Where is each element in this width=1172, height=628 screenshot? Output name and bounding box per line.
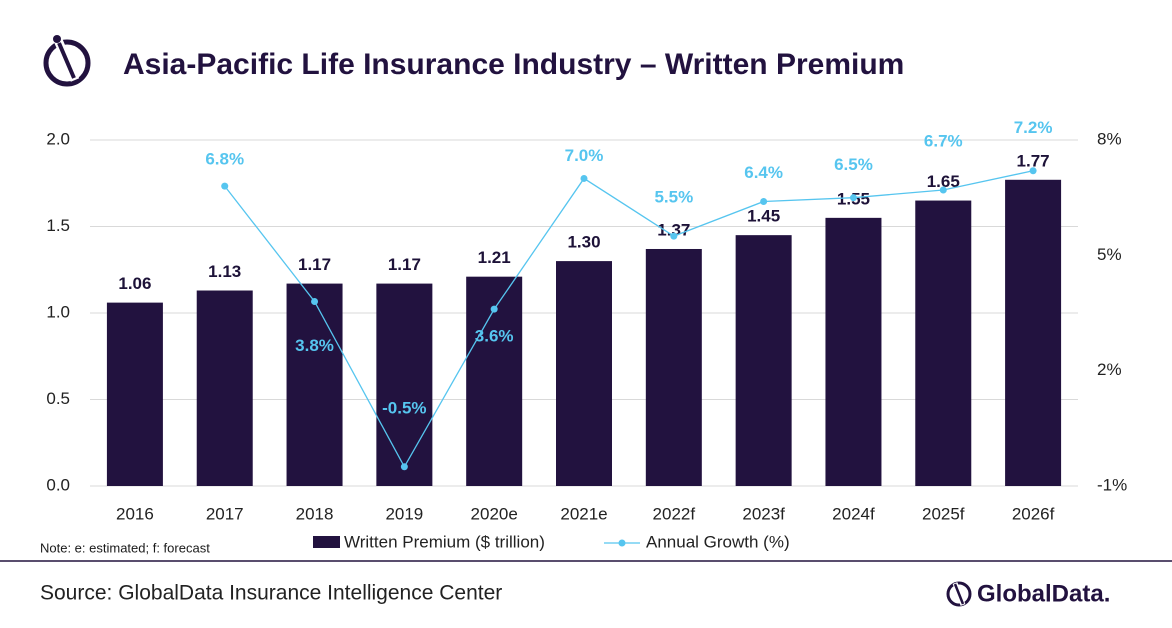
bar: [106, 302, 163, 486]
x-tick-label: 2026f: [1012, 504, 1055, 523]
brand: GlobalData.: [977, 580, 1110, 607]
growth-point: [490, 305, 498, 313]
bar: [1005, 179, 1062, 487]
growth-point: [1029, 167, 1037, 175]
chart-title: Asia-Pacific Life Insurance Industry – W…: [123, 48, 904, 81]
growth-label: 7.0%: [565, 146, 604, 165]
bar-value-label: 1.65: [927, 172, 960, 191]
growth-line: [224, 170, 1034, 469]
x-tick-label: 2023f: [742, 504, 785, 523]
growth-label: 5.5%: [654, 188, 693, 207]
growth-label: 7.2%: [1014, 118, 1053, 137]
bar: [376, 283, 433, 486]
growth-label: 3.8%: [295, 336, 334, 355]
x-tick-label: 2022f: [653, 504, 696, 523]
brand-logo: [946, 581, 972, 607]
bar: [286, 283, 343, 486]
bar-value-label: 1.21: [478, 248, 511, 267]
legend-label: Annual Growth (%): [646, 532, 790, 551]
y2-tick-label: 8%: [1097, 129, 1122, 148]
growth-label: -0.5%: [382, 398, 426, 417]
bar-value-label: 1.30: [567, 233, 600, 252]
x-tick-label: 2018: [296, 504, 334, 523]
bar-value-label: 1.37: [657, 220, 690, 239]
legend-label: Written Premium ($ trillion): [344, 532, 545, 551]
x-tick-label: 2020e: [471, 504, 518, 523]
x-tick-label: 2017: [206, 504, 244, 523]
bar: [556, 261, 612, 486]
growth-point: [760, 198, 768, 206]
bar-value-label: 1.45: [747, 207, 780, 226]
growth-label: 6.7%: [924, 131, 963, 150]
source: Source: GlobalData Insurance Intelligenc…: [40, 582, 502, 605]
y-tick-label: 0.5: [46, 389, 70, 408]
x-tick-label: 2019: [385, 504, 423, 523]
bar-value-label: 1.13: [208, 262, 241, 281]
y-tick-label: 1.0: [46, 302, 70, 321]
x-tick-label: 2024f: [832, 504, 875, 523]
legend-swatch: [313, 536, 340, 548]
x-tick-label: 2021e: [560, 504, 607, 523]
legend-swatch: [618, 539, 626, 547]
bar: [825, 217, 882, 486]
y2-tick-label: 5%: [1097, 245, 1122, 264]
x-tick-label: 2025f: [922, 504, 965, 523]
growth-point: [670, 232, 678, 240]
growth-point: [849, 194, 857, 202]
logo: [43, 35, 91, 87]
growth-point: [939, 186, 947, 194]
bar-value-label: 1.77: [1017, 151, 1050, 170]
bar: [645, 248, 702, 486]
growth-point: [311, 297, 319, 305]
growth-label: 6.8%: [205, 150, 244, 169]
growth-point: [400, 463, 408, 471]
bar: [196, 290, 253, 486]
growth-label: 6.4%: [744, 163, 783, 182]
bar-value-label: 1.17: [388, 255, 421, 274]
bar: [915, 200, 972, 487]
bar-value-label: 1.17: [298, 255, 331, 274]
growth-point: [580, 174, 588, 182]
x-tick-label: 2016: [116, 504, 154, 523]
y2-tick-label: -1%: [1097, 475, 1127, 494]
note: Note: e: estimated; f: forecast: [40, 540, 210, 555]
growth-label: 6.5%: [834, 155, 873, 174]
y2-tick-label: 2%: [1097, 360, 1122, 379]
y-tick-label: 0.0: [46, 475, 70, 494]
y-tick-label: 2.0: [46, 129, 70, 148]
growth-point: [221, 182, 229, 190]
bar-value-label: 1.06: [118, 274, 151, 293]
bar: [735, 235, 792, 486]
growth-label: 3.6%: [475, 327, 514, 346]
y-tick-label: 1.5: [46, 216, 70, 235]
